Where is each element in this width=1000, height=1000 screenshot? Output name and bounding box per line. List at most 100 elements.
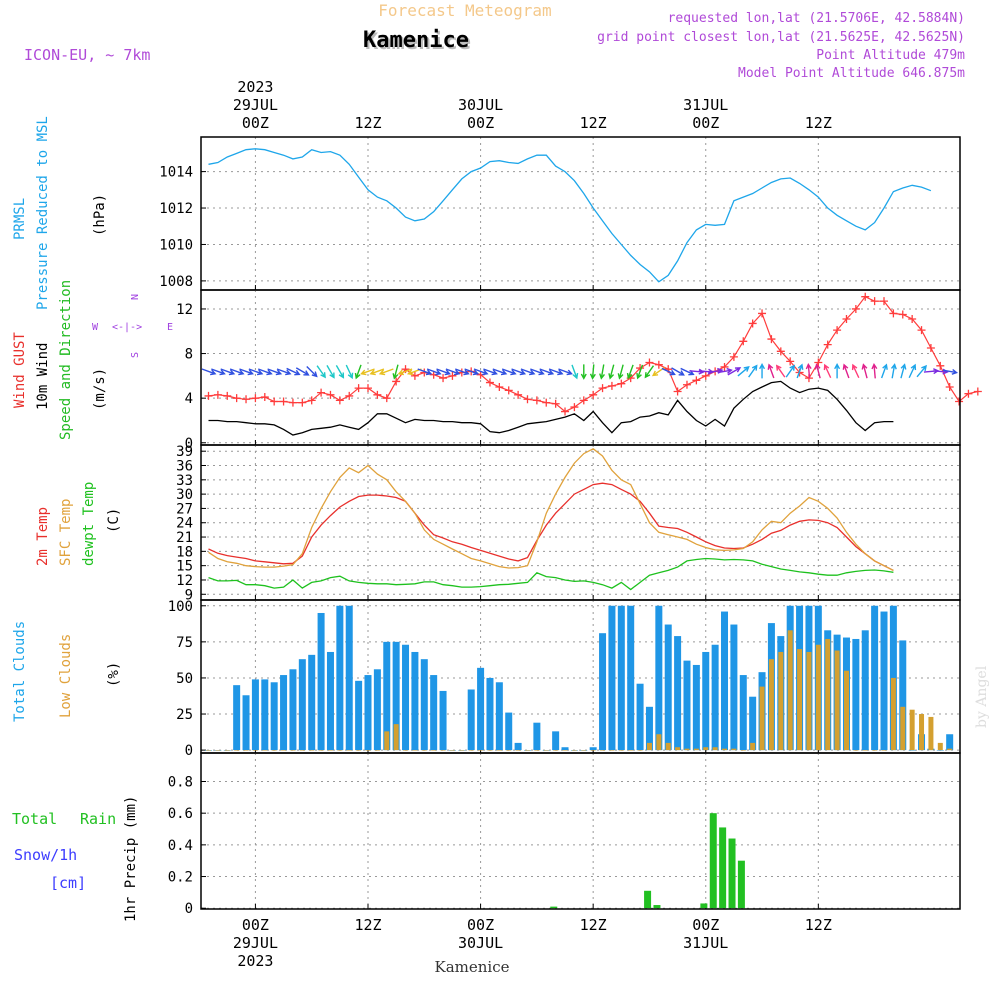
pressure-data bbox=[208, 148, 932, 283]
panels: 1008101010121014048129121518212427303336… bbox=[159, 136, 982, 917]
wind-line bbox=[208, 380, 894, 436]
sfc-label: SFC Temp bbox=[58, 499, 74, 566]
low-cloud-bar bbox=[327, 750, 333, 751]
cloud-labels: Total Clouds Low Clouds (%) bbox=[12, 621, 122, 722]
wind-arrow bbox=[492, 368, 508, 376]
wind-arrow bbox=[680, 367, 695, 376]
temperature-ytick-label: 9 bbox=[185, 587, 193, 603]
temp-unit-label: (C) bbox=[106, 508, 122, 533]
wind-arrow bbox=[316, 365, 326, 379]
total-cloud-bar bbox=[270, 682, 278, 751]
total-label: Total bbox=[12, 810, 57, 828]
wind-arrow bbox=[823, 363, 832, 379]
wind-arrow bbox=[473, 368, 489, 376]
gust-marker bbox=[607, 381, 616, 390]
wind-arrow bbox=[295, 367, 310, 376]
wind-arrow bbox=[520, 368, 536, 376]
gust-marker bbox=[898, 310, 907, 319]
gust-marker bbox=[298, 398, 307, 407]
low-cloud-bar bbox=[384, 731, 390, 751]
gust-marker bbox=[288, 398, 297, 407]
wind-arrow bbox=[267, 368, 283, 376]
wind-arrow bbox=[727, 367, 742, 376]
rain-label: Rain bbox=[80, 810, 116, 828]
total-cloud-bar bbox=[692, 664, 700, 751]
low-cloud-bar bbox=[403, 750, 409, 751]
top-tick-label: 00Z bbox=[467, 114, 494, 132]
rain-bar bbox=[719, 827, 727, 909]
wind-arrow bbox=[580, 364, 587, 380]
wind-arrow bbox=[636, 364, 644, 380]
low-cloud-bar bbox=[665, 742, 671, 751]
precip-frame bbox=[200, 752, 961, 910]
pressure-unit-label: (hPa) bbox=[92, 194, 108, 236]
wind-arrow bbox=[511, 368, 527, 376]
wind-arrow bbox=[276, 368, 292, 376]
total-cloud-bar bbox=[514, 742, 522, 751]
top-tick-label: 12Z bbox=[354, 114, 381, 132]
total-cloud-bar bbox=[899, 640, 907, 751]
precip-ytick-label: 0.2 bbox=[168, 870, 193, 886]
low-cloud-bar bbox=[299, 750, 305, 751]
prmsl-label: PRMSL bbox=[12, 198, 28, 240]
total-cloud-bar bbox=[251, 679, 259, 751]
gust-marker bbox=[204, 391, 213, 400]
total-cloud-bar bbox=[289, 669, 297, 751]
low-cloud-bar bbox=[900, 706, 906, 751]
gust-marker bbox=[973, 387, 982, 396]
wind-arrow bbox=[814, 363, 821, 379]
top-tick-label: 12Z bbox=[805, 114, 832, 132]
wind-arrow bbox=[775, 364, 786, 378]
low-cloud-bar bbox=[234, 750, 240, 751]
compass-w: W bbox=[92, 322, 99, 333]
wind-compass: W E <-|-> N S bbox=[92, 294, 173, 358]
gust-marker bbox=[926, 343, 935, 352]
low-cloud-bar bbox=[206, 750, 212, 751]
total-cloud-bar bbox=[552, 731, 560, 751]
low-cloud-bar bbox=[243, 750, 249, 751]
wind-arrow bbox=[805, 362, 812, 379]
gust-marker bbox=[213, 390, 222, 399]
low-cloud-bar bbox=[562, 750, 568, 751]
total-cloud-bar bbox=[420, 659, 428, 751]
gust-marker bbox=[363, 384, 372, 393]
temperature-ytick-label: 18 bbox=[176, 544, 193, 560]
gust-marker bbox=[485, 378, 494, 387]
gust-marker bbox=[570, 403, 579, 412]
total-clouds-label: Total Clouds bbox=[12, 621, 28, 722]
low-cloud-bar bbox=[712, 747, 718, 751]
low-cloud-bar bbox=[693, 748, 699, 751]
wind-unit-label: (m/s) bbox=[92, 368, 108, 410]
wind-arrow bbox=[717, 367, 733, 374]
low-cloud-bar bbox=[618, 750, 624, 751]
low-cloud-bar bbox=[468, 750, 474, 751]
low-cloud-bar bbox=[534, 750, 540, 751]
rain-bar bbox=[737, 860, 745, 909]
total-cloud-bar bbox=[533, 722, 541, 751]
precip-panel: 0 0.2 0.4 0.6 0.8 bbox=[168, 752, 961, 917]
total-cloud-bar bbox=[861, 630, 869, 751]
total-cloud-bar bbox=[664, 624, 672, 751]
credit: by Angel bbox=[974, 665, 990, 728]
wind-arrow bbox=[501, 368, 517, 376]
gust-marker bbox=[833, 326, 842, 335]
location-title-shadow: Kamenice bbox=[365, 30, 471, 55]
gust-marker bbox=[673, 387, 682, 396]
wind-arrow bbox=[871, 362, 878, 379]
prmsl-line bbox=[208, 148, 932, 283]
gust-marker bbox=[701, 371, 710, 380]
pressure-msl-label: Pressure Reduced to MSL bbox=[35, 116, 51, 310]
compass-arrow: <-|-> bbox=[112, 322, 142, 333]
wind-arrow bbox=[608, 364, 615, 380]
gust-marker bbox=[504, 386, 513, 395]
wind-arrow bbox=[851, 363, 860, 379]
low-cloud-bar bbox=[815, 644, 821, 751]
bottom-tick-label: 29JUL bbox=[233, 934, 278, 952]
rain-bar bbox=[653, 905, 661, 909]
total-cloud-bar bbox=[674, 636, 682, 751]
clouds-ytick-label: 50 bbox=[176, 671, 193, 687]
low-cloud-bar bbox=[571, 750, 577, 751]
wind-data bbox=[201, 292, 982, 436]
wind-arrow bbox=[286, 367, 301, 376]
